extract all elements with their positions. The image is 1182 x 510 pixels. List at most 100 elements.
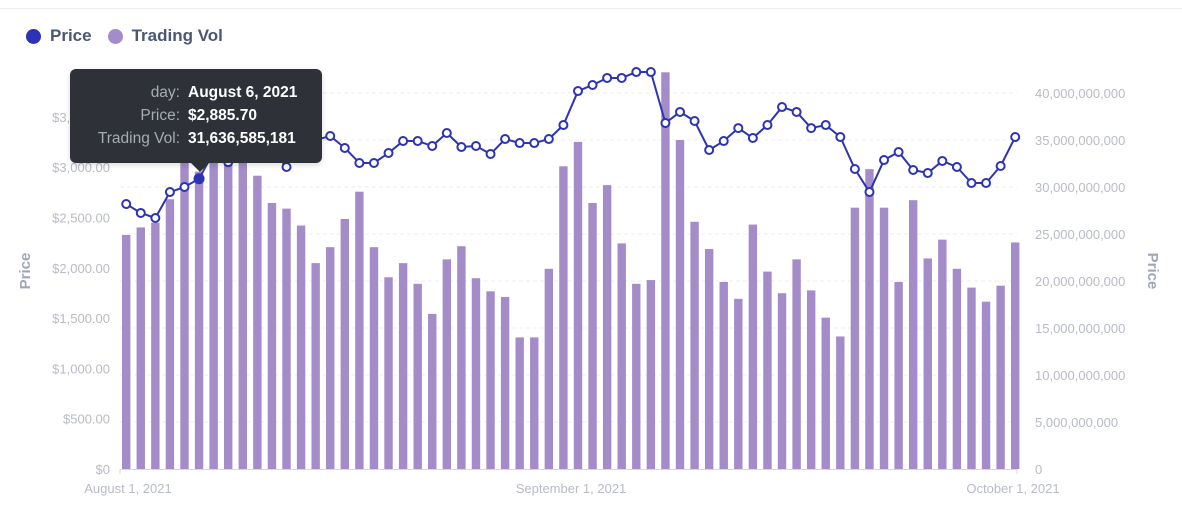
price-point[interactable]	[179, 182, 190, 193]
volume-bar[interactable]	[967, 287, 976, 469]
price-point[interactable]	[966, 177, 977, 188]
price-point[interactable]	[951, 161, 962, 172]
volume-bar[interactable]	[165, 199, 175, 469]
price-point[interactable]	[893, 147, 904, 158]
volume-bar[interactable]	[355, 191, 364, 469]
price-point[interactable]	[354, 157, 365, 168]
price-point[interactable]	[806, 123, 817, 134]
price-point[interactable]	[689, 116, 700, 127]
price-point[interactable]	[820, 120, 831, 131]
volume-bar[interactable]	[850, 207, 860, 469]
volume-bar[interactable]	[617, 243, 626, 469]
price-point[interactable]	[514, 138, 525, 149]
volume-bar[interactable]	[122, 234, 131, 469]
price-point[interactable]	[937, 155, 948, 166]
price-point[interactable]	[325, 131, 336, 142]
volume-bar[interactable]	[369, 247, 379, 469]
volume-bar[interactable]	[836, 336, 845, 469]
volume-bar[interactable]	[952, 268, 962, 469]
price-point[interactable]	[150, 213, 161, 224]
legend-item-trading-vol[interactable]: Trading Vol	[107, 26, 223, 46]
volume-bar[interactable]	[253, 175, 262, 469]
volume-bar[interactable]	[238, 147, 247, 469]
price-point[interactable]	[704, 144, 715, 155]
price-point[interactable]	[675, 106, 686, 117]
price-point[interactable]	[500, 134, 511, 145]
volume-bar[interactable]	[938, 239, 947, 469]
price-point[interactable]	[1010, 132, 1021, 143]
volume-bar[interactable]	[326, 247, 335, 469]
volume-bar[interactable]	[267, 202, 277, 470]
volume-bar[interactable]	[821, 317, 830, 469]
volume-bar[interactable]	[209, 125, 218, 470]
volume-bar[interactable]	[646, 280, 656, 469]
price-point[interactable]	[383, 148, 394, 159]
volume-bar[interactable]	[515, 337, 524, 469]
volume-bar[interactable]	[151, 222, 160, 469]
volume-bar[interactable]	[384, 277, 393, 469]
volume-bar[interactable]	[894, 281, 903, 469]
price-point[interactable]	[908, 165, 919, 176]
volume-bar[interactable]	[661, 72, 670, 469]
price-point[interactable]	[660, 118, 671, 129]
volume-bar[interactable]	[486, 291, 495, 469]
price-point[interactable]	[339, 142, 350, 153]
volume-bar[interactable]	[442, 259, 452, 469]
volume-bar[interactable]	[282, 208, 291, 469]
volume-bar[interactable]	[398, 263, 408, 469]
price-point[interactable]	[645, 67, 656, 78]
price-point[interactable]	[164, 187, 175, 198]
volume-bar[interactable]	[471, 278, 481, 469]
price-point[interactable]	[572, 86, 583, 97]
price-point[interactable]	[587, 80, 598, 91]
price-point[interactable]	[602, 72, 613, 83]
price-point[interactable]	[631, 67, 642, 78]
volume-bar[interactable]	[544, 268, 554, 469]
volume-bar[interactable]	[792, 259, 801, 469]
volume-bars[interactable]	[122, 72, 1020, 470]
price-point[interactable]	[777, 102, 788, 113]
volume-bar[interactable]	[777, 293, 787, 469]
volume-bar[interactable]	[748, 224, 758, 469]
volume-bar[interactable]	[340, 218, 350, 469]
price-point[interactable]	[193, 173, 205, 185]
price-point[interactable]	[864, 187, 875, 198]
price-point[interactable]	[558, 120, 569, 131]
volume-bar[interactable]	[573, 141, 583, 469]
volume-bar[interactable]	[136, 227, 145, 469]
volume-bar[interactable]	[500, 296, 510, 469]
price-point[interactable]	[747, 133, 758, 144]
volume-bar[interactable]	[1011, 242, 1020, 469]
volume-bar[interactable]	[719, 281, 728, 469]
volume-bar[interactable]	[602, 185, 612, 469]
volume-bar[interactable]	[981, 301, 991, 469]
volume-bar[interactable]	[413, 283, 422, 469]
price-point[interactable]	[543, 134, 554, 145]
volume-bar[interactable]	[428, 313, 437, 469]
price-point[interactable]	[470, 140, 481, 151]
volume-bar[interactable]	[588, 202, 597, 470]
price-point[interactable]	[849, 164, 860, 175]
volume-bar[interactable]	[675, 140, 685, 469]
price-point[interactable]	[835, 132, 846, 143]
volume-bar[interactable]	[632, 283, 641, 469]
price-point[interactable]	[616, 72, 627, 83]
price-point[interactable]	[121, 199, 132, 210]
price-point[interactable]	[135, 207, 146, 218]
price-point[interactable]	[441, 127, 452, 138]
volume-bar[interactable]	[180, 154, 189, 469]
volume-bar[interactable]	[690, 221, 699, 469]
volume-bar[interactable]	[704, 249, 714, 469]
volume-bar[interactable]	[530, 337, 539, 469]
volume-bar[interactable]	[559, 166, 568, 469]
price-point[interactable]	[412, 136, 423, 147]
volume-bar[interactable]	[194, 171, 204, 470]
price-point[interactable]	[995, 160, 1006, 171]
price-point[interactable]	[456, 141, 467, 152]
volume-bar[interactable]	[457, 246, 466, 469]
price-point[interactable]	[281, 161, 292, 172]
price-point[interactable]	[981, 177, 992, 188]
volume-bar[interactable]	[311, 263, 320, 469]
price-point[interactable]	[427, 140, 438, 151]
